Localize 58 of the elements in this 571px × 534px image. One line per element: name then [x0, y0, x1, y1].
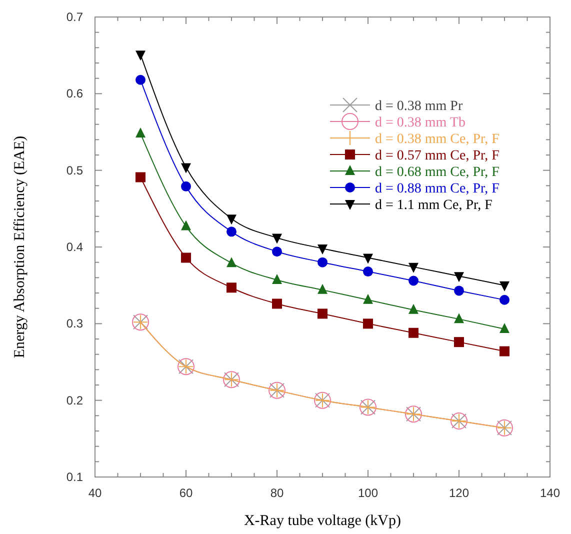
x-tick-label: 40 — [88, 486, 102, 500]
point — [454, 337, 464, 348]
legend-label: d = 0.68 mm Ce, Pr, F — [375, 165, 500, 180]
point — [500, 323, 510, 334]
point — [226, 282, 236, 293]
point — [272, 246, 282, 257]
point — [181, 163, 191, 174]
point — [136, 50, 146, 61]
point — [226, 226, 236, 237]
point — [363, 266, 373, 277]
x-tick-label: 100 — [358, 486, 378, 500]
point — [454, 286, 464, 296]
y-tick-label: 0.7 — [66, 10, 84, 24]
point — [181, 181, 191, 192]
legend-label: d = 0.57 mm Ce, Pr, F — [375, 148, 500, 164]
point — [318, 308, 328, 319]
point — [272, 274, 282, 284]
legend-label: d = 0.88 mm Ce, Pr, F — [375, 182, 500, 196]
x-tick-label: 80 — [270, 486, 284, 500]
point — [454, 313, 464, 324]
y-tick-label: 0.1 — [66, 470, 84, 484]
point — [136, 128, 146, 138]
y-tick-label: 0.2 — [66, 393, 84, 408]
point — [318, 284, 328, 294]
point — [500, 281, 510, 292]
point — [408, 276, 418, 286]
point — [408, 262, 418, 273]
point — [226, 257, 236, 268]
point — [500, 294, 510, 305]
point — [454, 272, 464, 282]
y-axis-title: Energy Absorption Efficiency (EAE) — [12, 136, 28, 358]
point — [181, 220, 191, 230]
point — [408, 328, 418, 338]
point — [363, 254, 373, 264]
point — [363, 318, 373, 329]
x-tick-label: 60 — [179, 486, 193, 500]
legend-label: d = 0.38 mm Ce, Pr, F — [375, 132, 500, 147]
point — [272, 298, 282, 309]
point — [318, 257, 328, 268]
point — [500, 346, 510, 356]
point — [226, 214, 236, 225]
x-axis-title: X-Ray tube voltage (kVp) — [244, 513, 402, 529]
point — [181, 252, 191, 263]
y-tick-label: 0.4 — [66, 240, 84, 254]
point — [318, 244, 328, 255]
y-tick-label: 0.3 — [66, 316, 84, 331]
point — [136, 74, 146, 85]
point — [363, 294, 373, 304]
legend-label: d = 0.38 mm Tb — [375, 116, 466, 130]
legend-label: d = 0.38 mm Pr — [375, 99, 463, 114]
legend-label: d = 1.1 mm Ce, Pr, F — [375, 198, 493, 213]
x-tick-label: 140 — [540, 486, 560, 500]
point — [408, 304, 418, 314]
point — [272, 234, 282, 244]
x-tick-label: 120 — [448, 486, 470, 500]
point — [136, 172, 146, 182]
y-tick-label: 0.5 — [66, 163, 84, 178]
y-tick-label: 0.6 — [66, 86, 84, 101]
